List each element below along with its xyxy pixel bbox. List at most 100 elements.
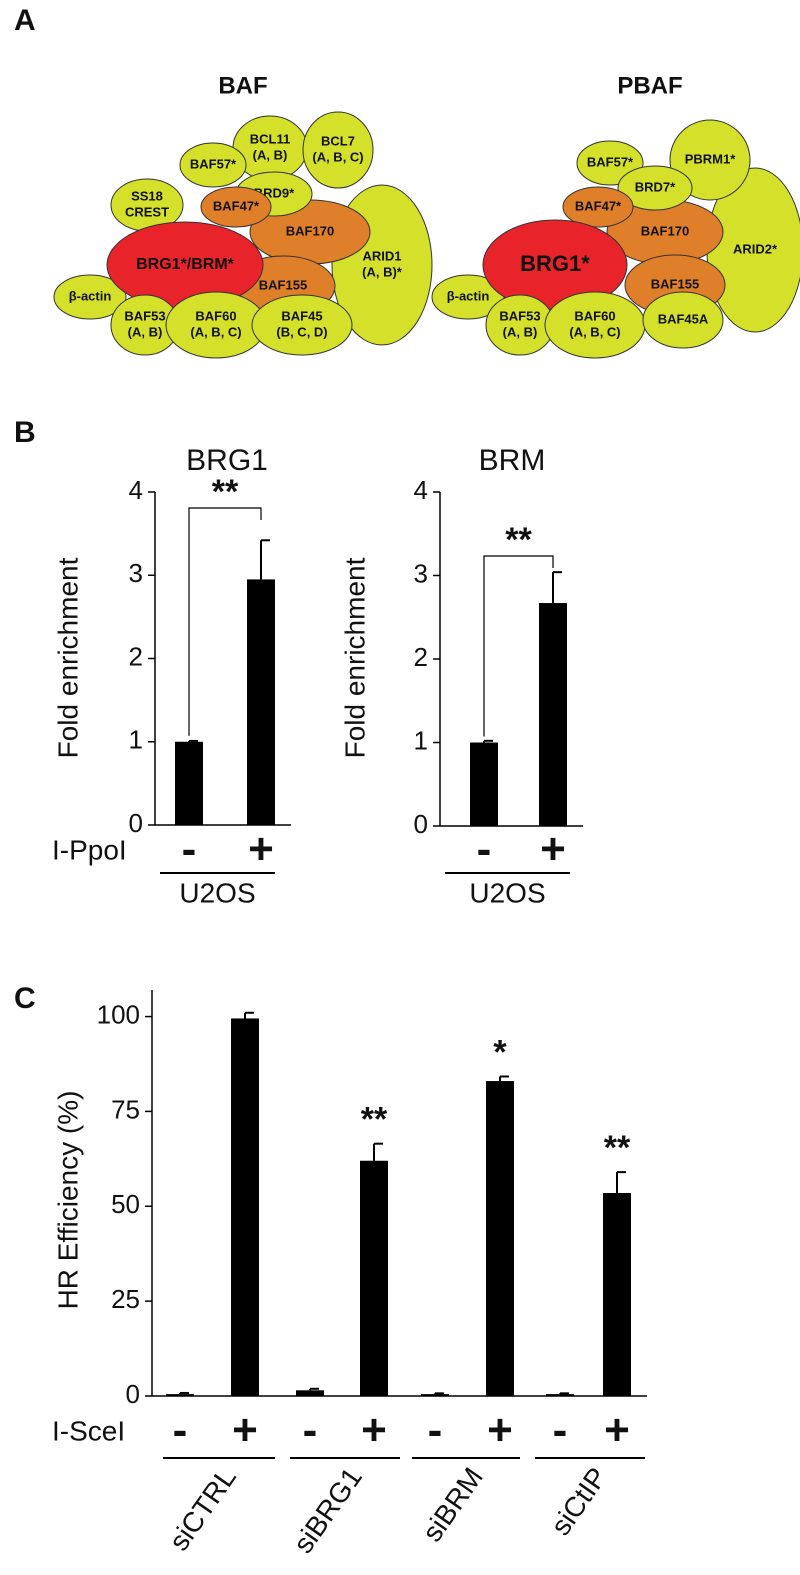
subunit-label: BAF155 [259, 277, 307, 292]
y-tick-label: 4 [129, 475, 143, 505]
subunit-label: BAF57* [587, 154, 634, 169]
bar [470, 742, 498, 826]
significance: ** [361, 1101, 388, 1139]
subunit-label: BAF60 [195, 308, 236, 323]
y-tick-label: 0 [414, 809, 428, 839]
bar [539, 603, 567, 826]
panel-label: B [14, 416, 36, 449]
subunit [251, 294, 353, 356]
chart-title: BRM [479, 444, 546, 477]
bar [360, 1160, 388, 1396]
bar [296, 1390, 324, 1396]
row-label: I-PpoI [52, 834, 127, 865]
x-tick-label: + [604, 1406, 630, 1455]
subunit [302, 111, 374, 189]
subunit-label: BAF47* [575, 198, 622, 213]
subunit-label: SS18 [131, 188, 163, 203]
x-tick-label: + [232, 1406, 258, 1455]
significance: ** [604, 1129, 631, 1167]
bracket [483, 555, 554, 737]
group-label: U2OS [469, 877, 545, 908]
x-tick-label: + [248, 825, 274, 874]
subunit-label: (A, B) [128, 324, 163, 339]
group-label: siBRG1 [287, 1462, 368, 1559]
y-tick-label: 1 [414, 725, 428, 755]
subunit [562, 186, 634, 228]
y-tick-label: 0 [126, 1379, 140, 1409]
subunit-label: (A, B, C) [190, 324, 241, 339]
x-tick-label: - [477, 825, 492, 874]
bar [175, 741, 203, 825]
subunit-label: (B, C, D) [276, 324, 327, 339]
x-tick-label: - [553, 1406, 568, 1455]
bar [486, 1081, 514, 1396]
subunit-label: ARID1 [362, 248, 401, 263]
subunit-label: BAF170 [641, 223, 689, 238]
bar [603, 1193, 631, 1396]
subunit-label: (A, B) [503, 324, 538, 339]
subunit [200, 186, 272, 228]
y-axis-label: Fold enrichment [52, 557, 83, 758]
subunit [642, 291, 724, 349]
group-label: siCTRL [163, 1462, 242, 1556]
significance: * [493, 1033, 507, 1071]
subunit-label: (A, B) [253, 147, 288, 162]
subunit-label: BAF53 [124, 308, 165, 323]
subunit-label: β-actin [447, 288, 490, 303]
x-tick-label: + [361, 1406, 387, 1455]
subunit-label: ARID2* [733, 241, 778, 256]
y-tick-label: 3 [414, 558, 428, 588]
subunit-label: PBRM1* [685, 151, 737, 166]
y-tick-label: 75 [111, 1094, 140, 1124]
subunit-label: β-actin [69, 288, 112, 303]
x-tick-label: - [173, 1406, 188, 1455]
subunit [617, 165, 693, 211]
subunit [53, 274, 127, 320]
subunit-label: BAF57* [190, 156, 237, 171]
subunit-label: BAF53 [499, 308, 540, 323]
y-axis-label: Fold enrichment [339, 557, 370, 758]
bar [546, 1394, 574, 1396]
subunit-label: (A, B, C) [312, 149, 363, 164]
subunit-label: BAF155 [651, 276, 699, 291]
subunit-label: BAF60 [574, 308, 615, 323]
subunit-label: BAF47* [213, 198, 260, 213]
complex-title: BAF [218, 72, 267, 99]
subunit-label: BRG1*/BRM* [136, 256, 235, 273]
subunit-label: BRD7* [635, 179, 676, 194]
subunit-label: (A, B)* [362, 264, 403, 279]
panel-label: C [14, 982, 36, 1015]
subunit-label: CREST [125, 204, 169, 219]
bar [247, 579, 275, 825]
y-axis-label: HR Efficiency (%) [52, 1091, 83, 1310]
row-label: I-SceI [52, 1415, 125, 1446]
subunit-label: BRG1* [520, 251, 590, 276]
bar [231, 1018, 259, 1396]
panel-label: A [14, 4, 36, 37]
x-tick-label: - [303, 1406, 318, 1455]
x-tick-label: + [540, 825, 566, 874]
y-tick-label: 25 [111, 1284, 140, 1314]
y-tick-label: 2 [414, 642, 428, 672]
y-tick-label: 0 [129, 808, 143, 838]
bar [166, 1394, 194, 1396]
subunit-label: BAF170 [286, 223, 334, 238]
y-tick-label: 100 [97, 999, 140, 1029]
x-tick-label: - [428, 1406, 443, 1455]
y-tick-label: 3 [129, 558, 143, 588]
group-label: U2OS [179, 877, 255, 908]
subunit-label: (A, B, C) [569, 324, 620, 339]
subunit-label: BAF45A [658, 311, 709, 326]
y-tick-label: 4 [414, 475, 428, 505]
x-tick-label: + [487, 1406, 513, 1455]
subunit [179, 142, 247, 188]
subunit-label: BCL7 [321, 133, 355, 148]
y-tick-label: 50 [111, 1189, 140, 1219]
subunit-label: BAF45 [281, 308, 322, 323]
y-tick-label: 1 [129, 725, 143, 755]
significance: ** [505, 521, 532, 559]
subunit-label: BCL11 [250, 131, 290, 146]
chart-title: BRG1 [186, 444, 268, 477]
y-tick-label: 2 [129, 641, 143, 671]
